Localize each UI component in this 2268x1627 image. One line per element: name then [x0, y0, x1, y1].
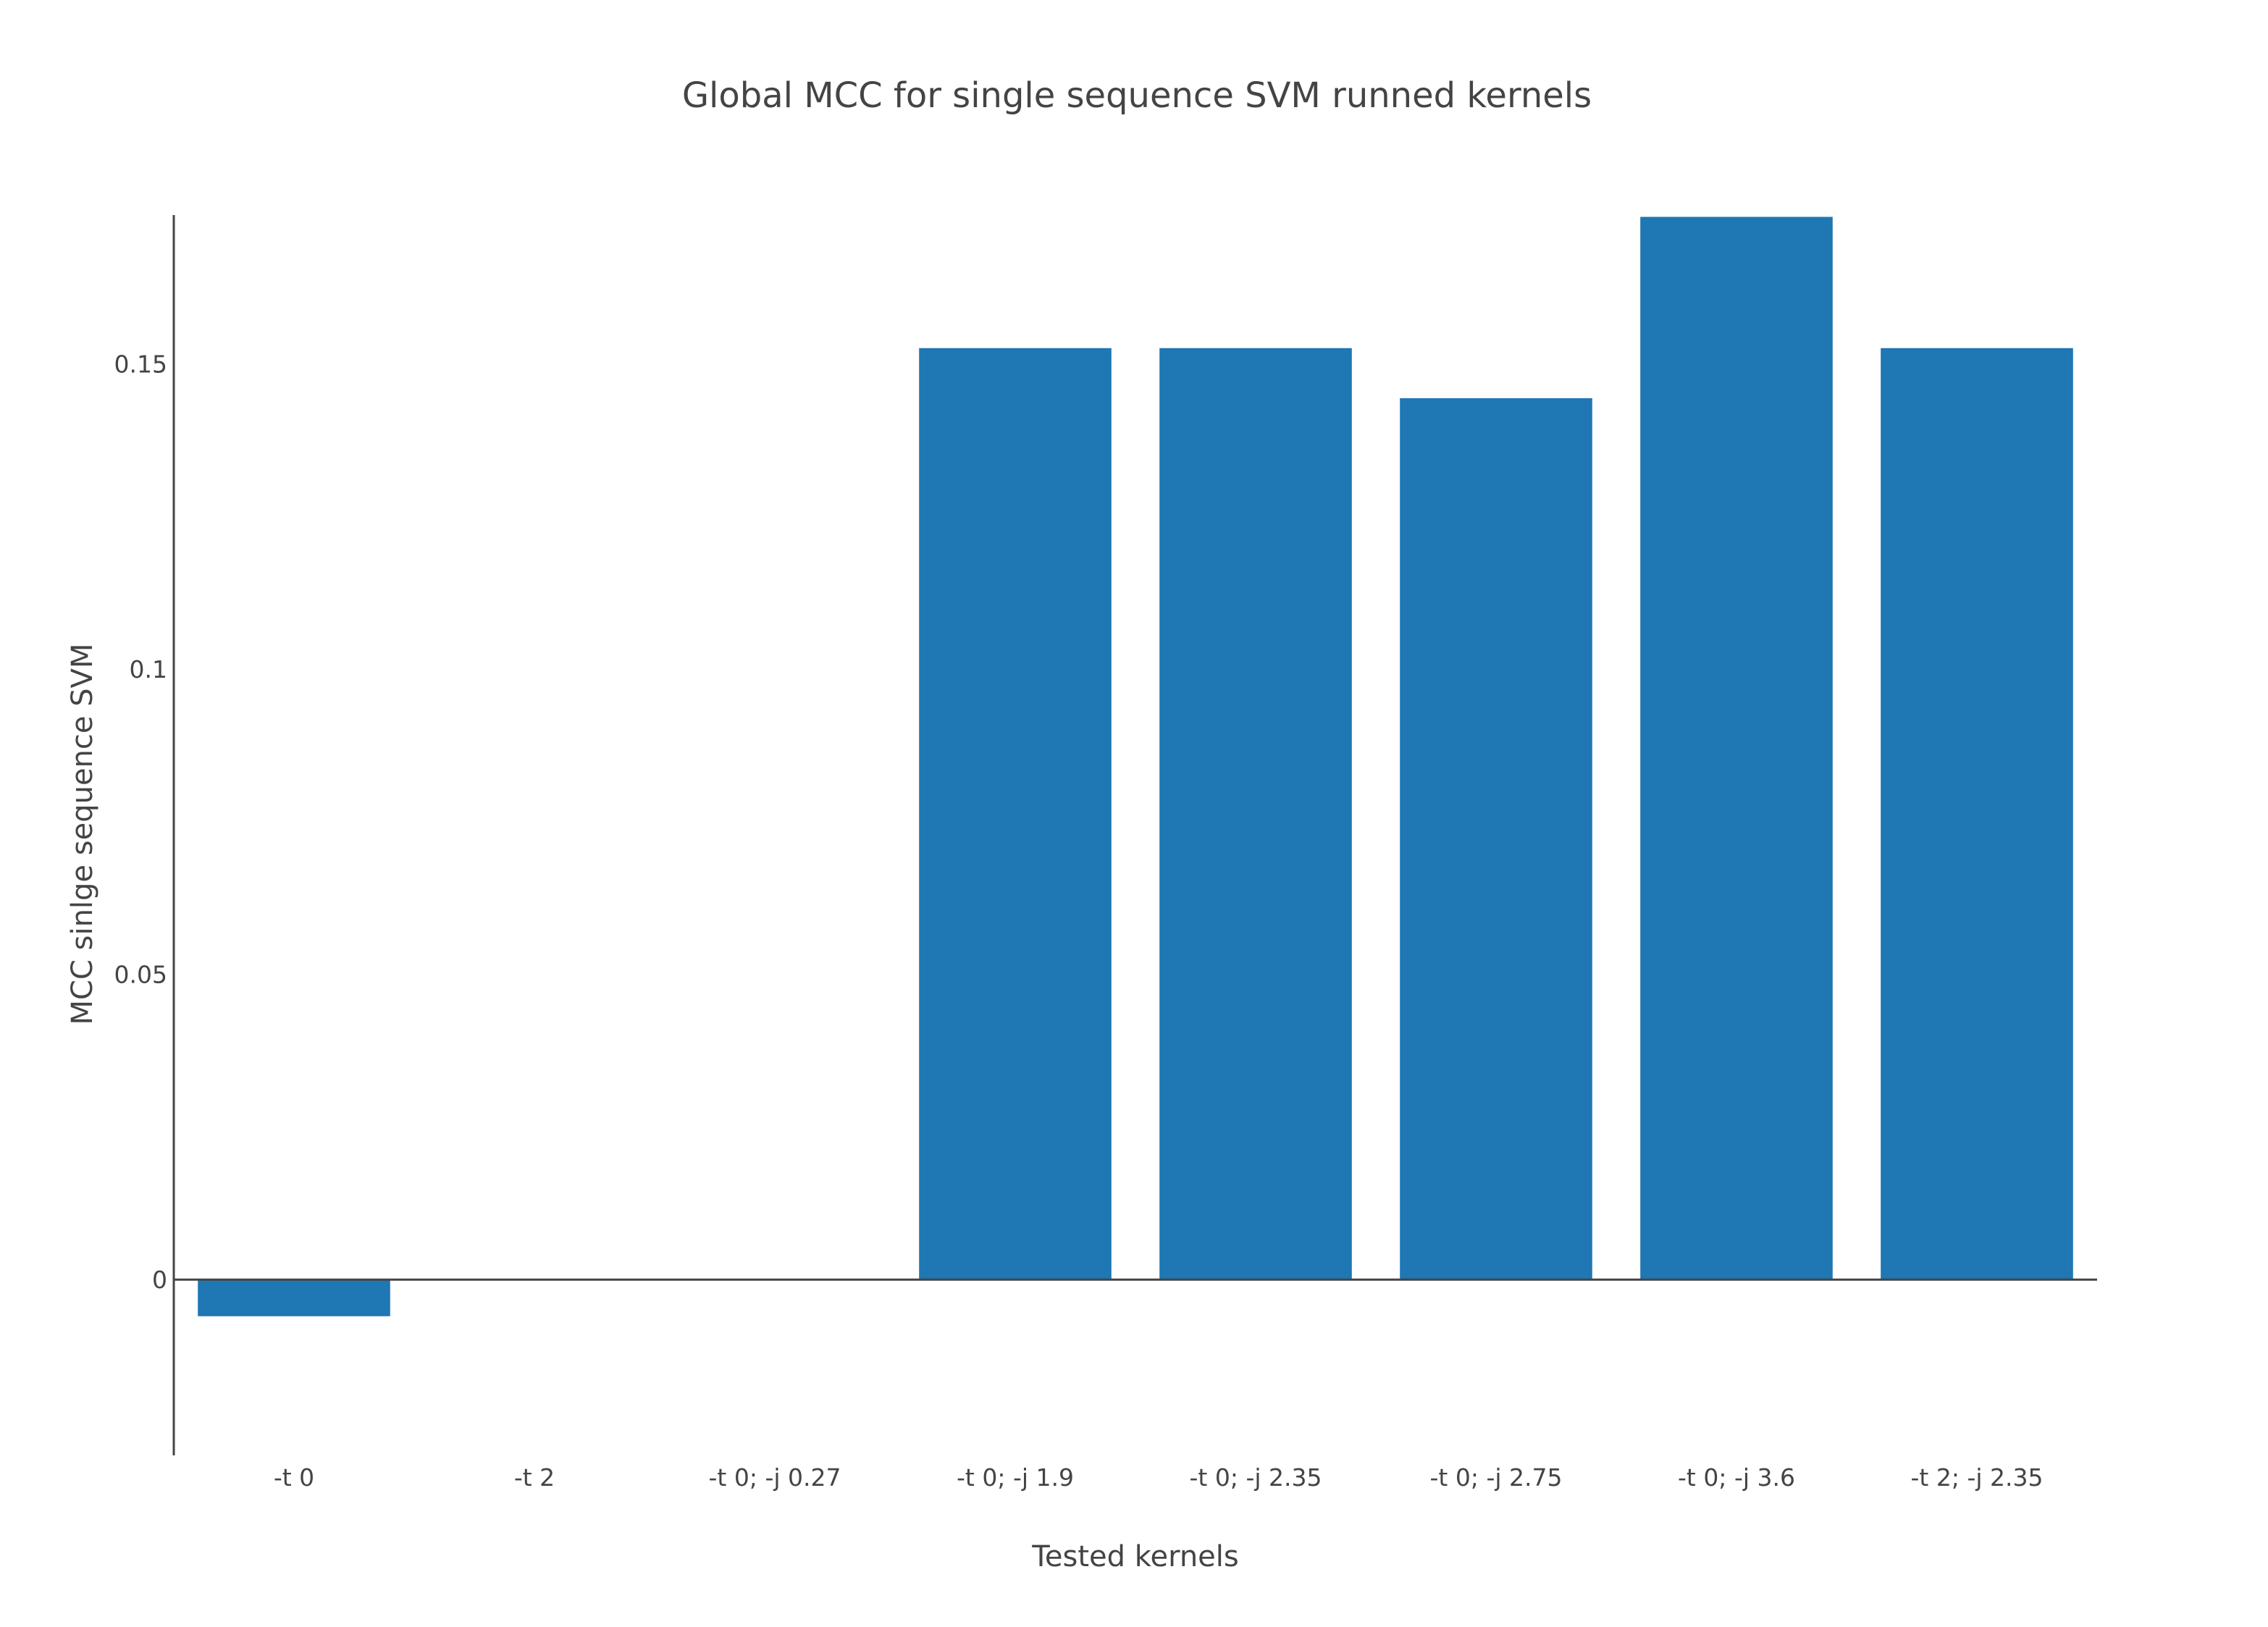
x-tick-label: -t 2 — [514, 1463, 555, 1492]
x-tick-label: -t 0; -j 1.9 — [957, 1463, 1074, 1492]
x-tick-label: -t 0; -j 2.35 — [1190, 1463, 1322, 1492]
bar — [919, 348, 1112, 1280]
bar — [198, 1279, 390, 1316]
bar — [1640, 216, 1833, 1280]
x-tick-label: -t 0; -j 3.6 — [1678, 1463, 1795, 1492]
y-tick-label: 0.15 — [114, 350, 167, 379]
y-tick-label: 0 — [152, 1266, 167, 1294]
y-tick-labels: 0 0.05 0.1 0.15 — [114, 350, 167, 1295]
x-axis-title: Tested kernels — [1031, 1540, 1239, 1573]
x-tick-label: -t 0; -j 0.27 — [709, 1463, 841, 1492]
y-axis-title: MCC sinlge sequence SVM — [66, 644, 99, 1025]
y-tick-label: 0.05 — [114, 961, 167, 989]
y-tick-label: 0.1 — [130, 655, 167, 684]
bar — [1159, 348, 1352, 1280]
x-tick-labels: -t 0 -t 2 -t 0; -j 0.27 -t 0; -j 1.9 -t 0; -… — [274, 1463, 2044, 1492]
x-tick-label: -t 0; -j 2.75 — [1430, 1463, 1563, 1492]
chart-title: Global MCC for single sequence SVM runne… — [682, 75, 1592, 116]
bar — [1881, 348, 2073, 1280]
bars-group — [198, 216, 2073, 1316]
bar — [1400, 398, 1592, 1280]
x-tick-label: -t 0 — [274, 1463, 314, 1492]
x-tick-label: -t 2; -j 2.35 — [1911, 1463, 2044, 1492]
